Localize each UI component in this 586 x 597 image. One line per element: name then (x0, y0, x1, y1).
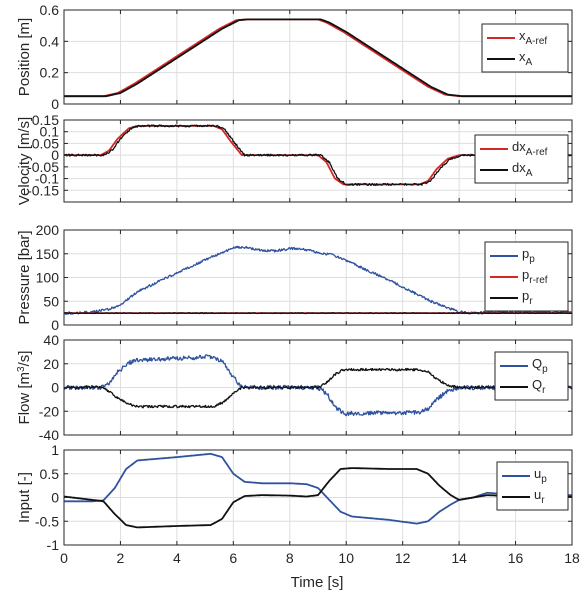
legend-label: pr-ref (522, 267, 548, 286)
y-tick-label: 50 (43, 293, 59, 309)
y-tick-label: -0.1 (35, 171, 59, 187)
x-tick-label: 4 (173, 550, 181, 566)
y-tick-label: -1 (47, 537, 60, 553)
legend-label: pp (522, 246, 535, 265)
legend: up ur (496, 461, 569, 511)
y-tick-label: -0.05 (27, 159, 59, 175)
legend-box (496, 461, 569, 511)
legend-label: xA-ref (519, 28, 547, 47)
panel-1: 0 0.2 0.4 0.6 Position [m] xA-ref xA (16, 2, 573, 112)
axes-box (63, 449, 573, 546)
legend: xA-ref xA (481, 23, 569, 73)
legend-label: up (534, 466, 547, 485)
axes-box (63, 119, 573, 203)
y-tick-label: 0 (51, 96, 59, 112)
legend-box (481, 23, 569, 73)
y-axis-label: Velocity [m/s] (16, 117, 33, 205)
y-tick-label: 0.1 (40, 124, 60, 140)
y-tick-label: -0.15 (27, 182, 59, 198)
x-tick-label: 0 (60, 550, 68, 566)
x-tick-label: 14 (451, 550, 467, 566)
legend-label: Qr (532, 377, 546, 396)
y-tick-label: 40 (43, 332, 59, 348)
y-tick-label: 0.2 (40, 65, 60, 81)
y-tick-label: -40 (39, 427, 59, 443)
legend-box (494, 351, 569, 401)
legend-label: dxA (512, 160, 533, 179)
legend-label: ur (534, 487, 545, 506)
y-tick-label: 0.5 (40, 466, 60, 482)
legend: Qp Qr (494, 351, 569, 401)
x-tick-label: 6 (229, 550, 237, 566)
y-tick-label: 0 (51, 317, 59, 333)
y-tick-label: 200 (36, 222, 60, 238)
x-tick-label: 16 (508, 550, 524, 566)
y-tick-label: 0.4 (40, 33, 60, 49)
y-tick-label: -20 (39, 403, 59, 419)
legend-box (474, 134, 569, 184)
y-tick-label: -0.5 (35, 513, 59, 529)
x-tick-label: 10 (338, 550, 354, 566)
y-tick-label: 0 (51, 380, 59, 396)
y-tick-label: 0 (51, 490, 59, 506)
legend: dxA-ref dxA (474, 134, 569, 184)
legend: pp pr-ref pr (484, 241, 569, 312)
y-tick-label: 0.15 (32, 112, 59, 128)
y-axis-label: Flow [m3/s] (16, 351, 33, 425)
y-tick-label: 0.05 (32, 135, 59, 151)
x-tick-label: 12 (395, 550, 411, 566)
series-line-pr (63, 312, 572, 315)
legend-label: Qp (532, 356, 548, 375)
legend-label: pr (522, 288, 533, 307)
y-tick-label: 20 (43, 356, 59, 372)
legend-label: dxA-ref (512, 139, 548, 158)
series-line-ur (63, 467, 573, 529)
series-line-Qr (63, 367, 573, 409)
legend-label: xA (519, 49, 533, 68)
y-axis-label: Pressure [bar] (16, 230, 33, 324)
series-line-xA (63, 18, 573, 98)
y-tick-label: 150 (36, 246, 60, 262)
x-tick-label: 8 (286, 550, 294, 566)
x-tick-label: 18 (564, 550, 580, 566)
y-axis-label: Input [-] (16, 472, 33, 523)
panel-4: -40 -20 0 20 40 Flow [m3/s] Qp Qr (16, 332, 573, 443)
y-axis-label: Position [m] (16, 18, 33, 96)
axes-box (63, 9, 573, 105)
y-tick-label: 0 (51, 147, 59, 163)
x-tick-label: 2 (117, 550, 125, 566)
shared-x-axis-label: Time [s] (291, 574, 344, 591)
y-tick-label: 100 (36, 270, 60, 286)
axes-box (63, 339, 573, 436)
y-tick-label: 1 (51, 442, 59, 458)
y-tick-label: 0.6 (40, 2, 60, 18)
series-line-up (63, 452, 573, 525)
axes-box (63, 229, 573, 326)
